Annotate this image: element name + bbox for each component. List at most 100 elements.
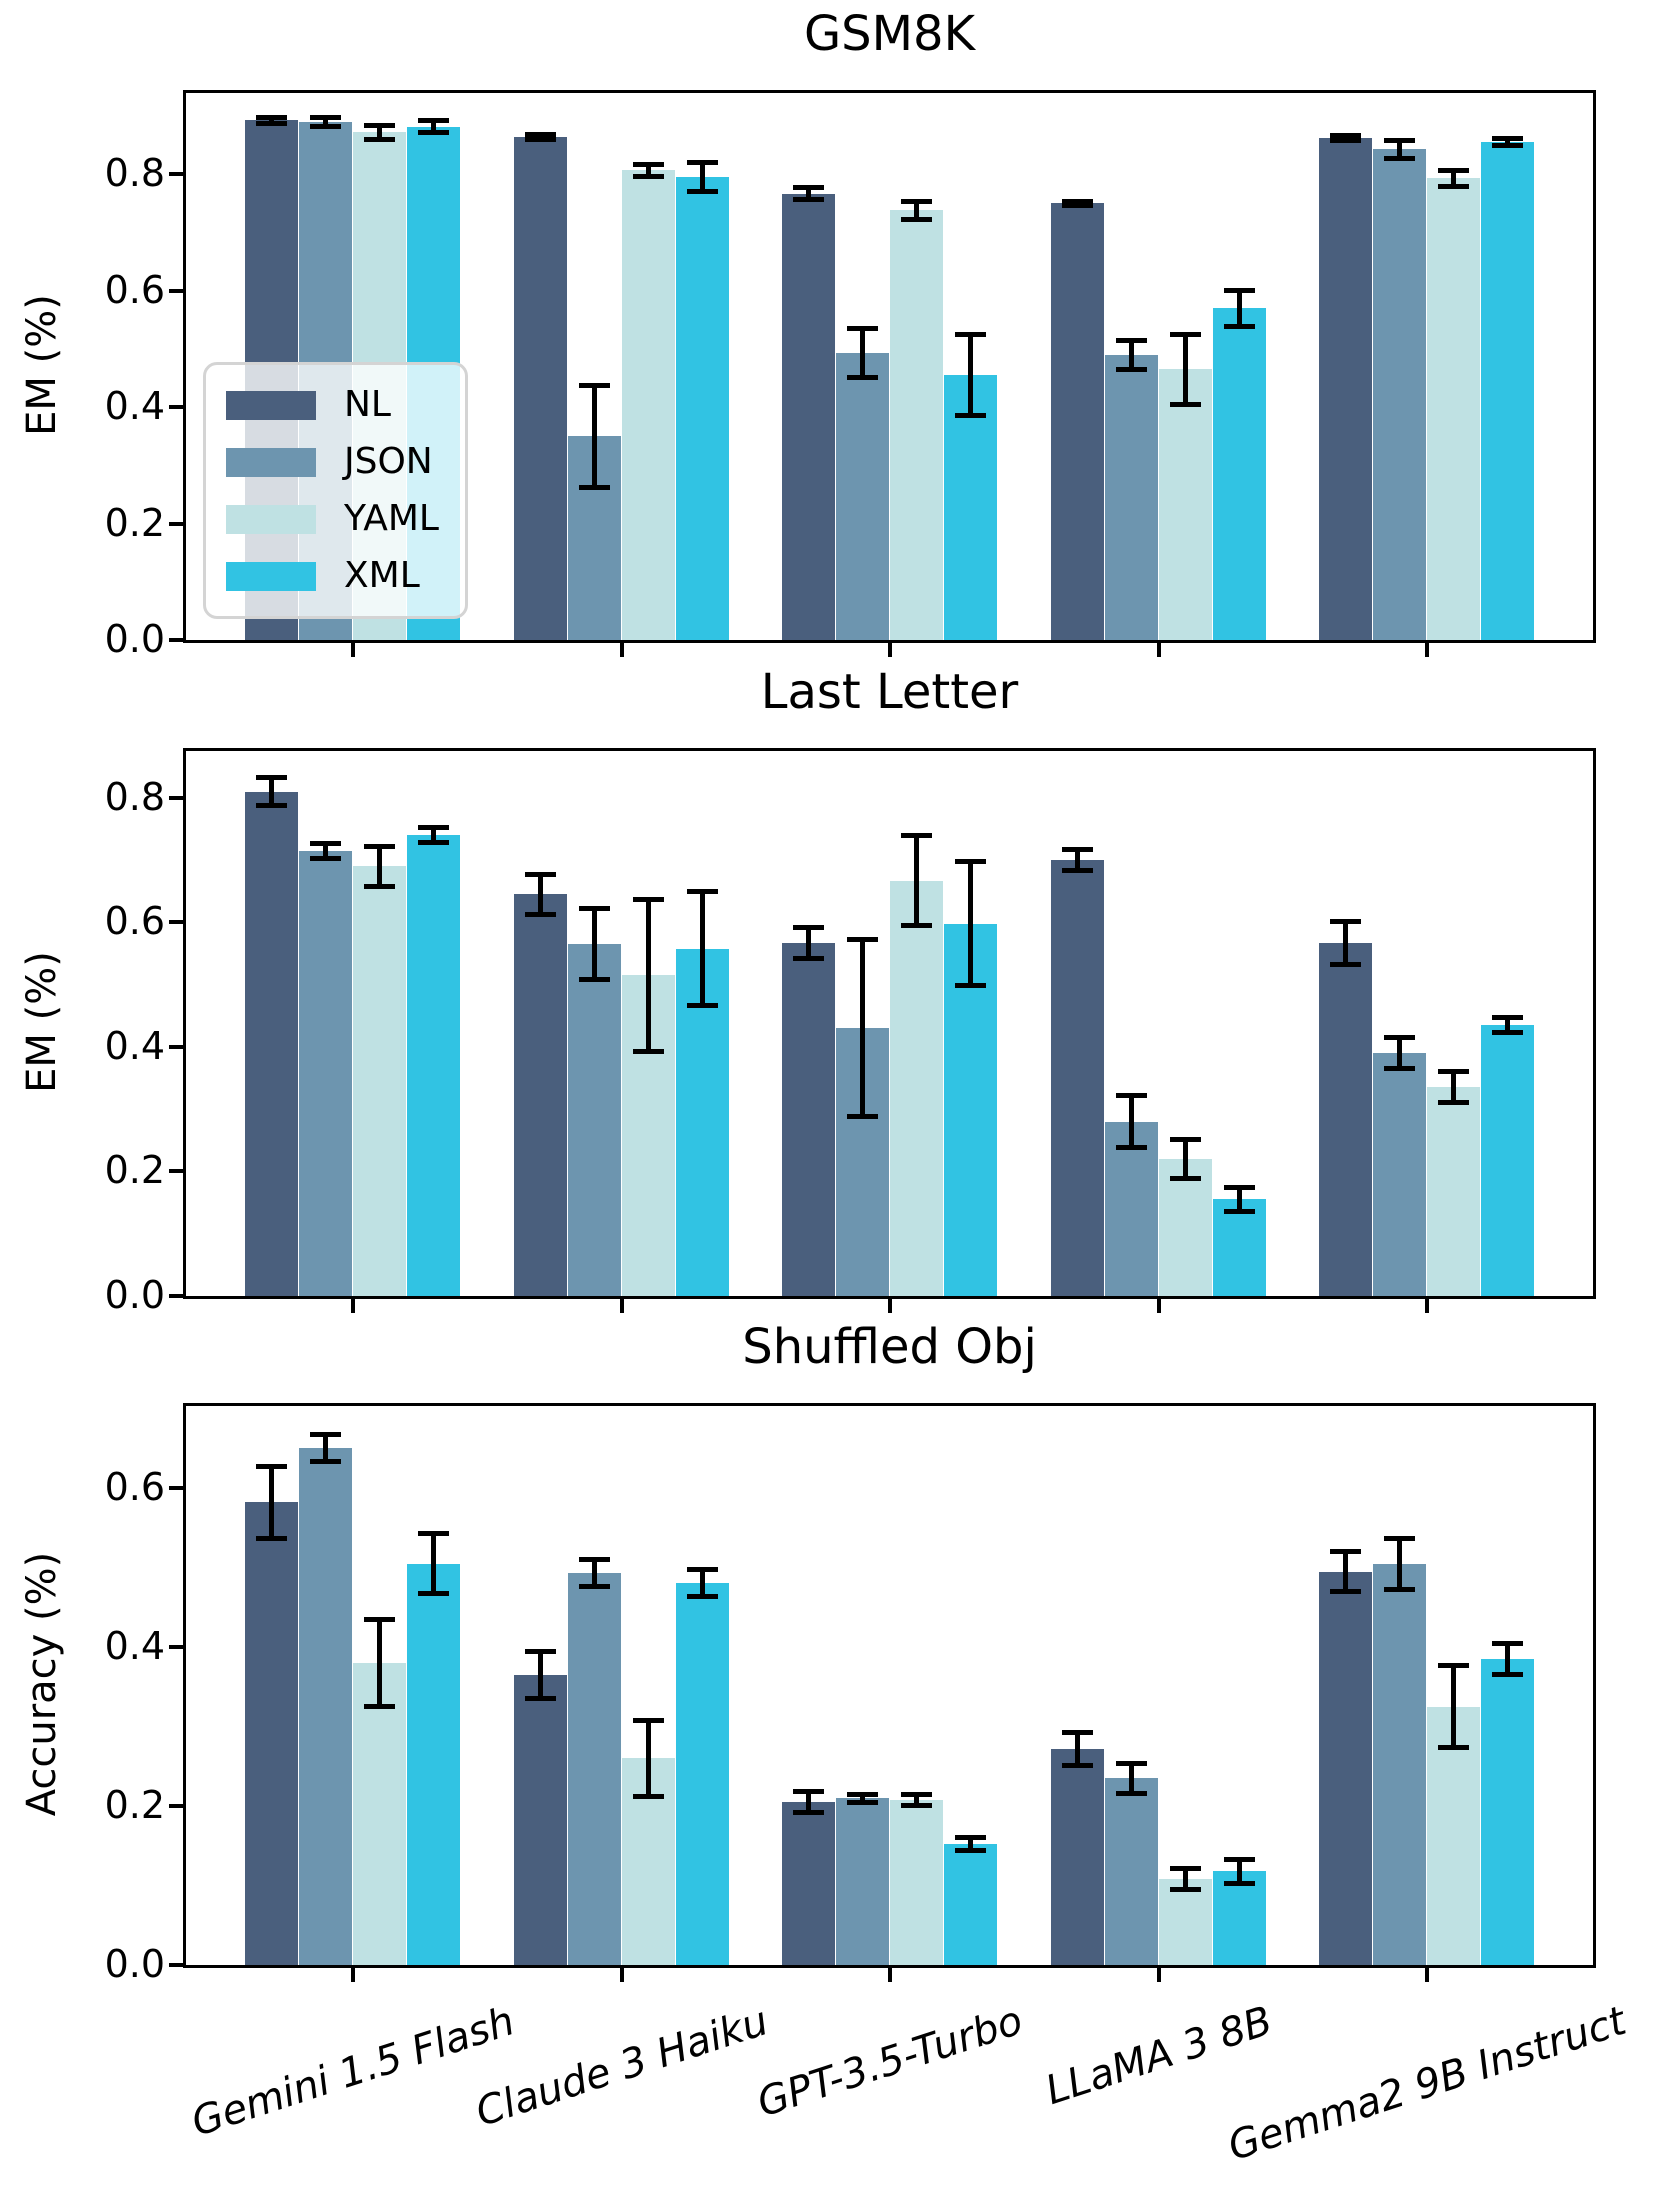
error-bar-cap-bottom <box>364 136 395 142</box>
error-bar-cap-bottom <box>256 120 287 126</box>
error-bar-cap-top <box>364 1616 395 1622</box>
error-bar-cap-top <box>310 114 341 120</box>
bar-xml-2 <box>675 177 729 640</box>
error-bar-cap-top <box>1492 1015 1523 1021</box>
error-bar <box>860 939 865 1117</box>
bar-json-5 <box>1373 1053 1426 1296</box>
error-bar-cap-top <box>1438 1662 1469 1668</box>
error-bar-cap-bottom <box>256 1535 287 1541</box>
x-tick <box>351 643 355 657</box>
legend-row-json: JSON <box>226 438 445 486</box>
error-bar-cap-bottom <box>310 124 341 130</box>
x-tick <box>1425 1968 1429 1982</box>
bar-xml-2 <box>675 1583 729 1965</box>
error-bar-cap-top <box>578 382 610 388</box>
bar-json-3 <box>836 353 889 640</box>
bar-json-5 <box>1373 1563 1426 1965</box>
y-tick <box>169 638 183 642</box>
error-bar-cap-bottom <box>578 1584 610 1590</box>
error-bar <box>377 1619 382 1707</box>
error-bar-cap-top <box>901 1791 932 1797</box>
bar-nl-2 <box>513 894 567 1296</box>
error-bar-cap-top <box>1169 331 1201 337</box>
error-bar <box>377 846 382 887</box>
error-bar-cap-bottom <box>1115 366 1147 372</box>
error-bar <box>699 162 705 192</box>
error-bar <box>1236 1187 1242 1212</box>
error-bar-cap-top <box>364 123 395 128</box>
error-bar-cap-top <box>524 1648 556 1654</box>
error-bar-cap-bottom <box>1384 155 1415 161</box>
error-bar <box>1128 1095 1134 1148</box>
error-bar-cap-bottom <box>1492 143 1523 149</box>
bar-yaml-1 <box>353 866 406 1296</box>
error-bar <box>1343 921 1348 965</box>
x-tick <box>619 1299 624 1313</box>
y-tick-label: 0.2 <box>104 1783 165 1828</box>
x-category-label: GPT-3.5-Turbo <box>751 1997 1029 2127</box>
error-bar-cap-top <box>1115 337 1147 343</box>
error-bar-cap-top <box>901 833 932 839</box>
error-bar-cap-top <box>1330 918 1361 924</box>
error-bar-cap-top <box>524 871 556 877</box>
error-bar <box>537 874 543 915</box>
bar-xml-3 <box>944 375 997 640</box>
error-bar <box>914 1794 919 1806</box>
error-bar <box>1451 1071 1456 1103</box>
bar-yaml-5 <box>1427 178 1480 640</box>
y-tick <box>169 1645 183 1650</box>
error-bar-cap-bottom <box>1223 323 1255 329</box>
error-bar-cap-bottom <box>1438 1745 1469 1751</box>
error-bar-cap-bottom <box>686 1003 718 1009</box>
error-bar <box>269 117 274 124</box>
error-bar <box>1397 1538 1402 1589</box>
error-bar-cap-top <box>1384 138 1415 144</box>
y-tick-label: 0.8 <box>104 151 165 196</box>
y-tick-label: 0.2 <box>104 500 165 545</box>
error-bar <box>269 1466 274 1539</box>
x-category-label: Gemma2 9B Instruct <box>1222 1997 1632 2170</box>
error-bar-cap-bottom <box>1115 1790 1147 1796</box>
bar-xml-1 <box>407 835 460 1296</box>
error-bar-cap-top <box>256 775 287 781</box>
error-bar-cap-top <box>686 160 718 166</box>
error-bar-cap-bottom <box>1438 1100 1469 1106</box>
error-bar <box>323 843 328 859</box>
y-tick <box>169 795 183 800</box>
error-bar-cap-bottom <box>901 1802 932 1808</box>
error-bar-cap-bottom <box>1223 1880 1255 1886</box>
y-tick <box>169 288 183 293</box>
error-bar-cap-top <box>955 858 986 864</box>
error-bar-cap-bottom <box>418 129 449 135</box>
y-tick-label: 0.6 <box>104 267 165 312</box>
y-tick-label: 0.0 <box>104 1273 165 1317</box>
bar-nl-2 <box>513 137 567 640</box>
x-tick <box>619 1968 624 1982</box>
error-bar-cap-top <box>1438 1069 1469 1075</box>
bar-json-4 <box>1104 1121 1158 1296</box>
error-bar-cap-bottom <box>310 855 341 861</box>
error-bar-cap-bottom <box>847 1799 878 1805</box>
y-tick <box>169 521 183 526</box>
y-axis-title-shuffled-obj: Accuracy (%) <box>19 1551 65 1817</box>
y-tick-label: 0.4 <box>104 384 165 429</box>
error-bar-cap-bottom <box>524 1696 556 1702</box>
error-bar-cap-bottom <box>632 173 664 179</box>
legend-row-yaml: YAML <box>226 495 445 543</box>
error-bar-cap-bottom <box>955 413 986 419</box>
x-tick <box>888 1299 892 1313</box>
error-bar <box>1128 1763 1134 1794</box>
error-bar <box>1451 1665 1456 1748</box>
bar-xml-4 <box>1212 1199 1266 1296</box>
error-bar-cap-bottom <box>578 485 610 490</box>
error-bar-cap-top <box>1061 1729 1093 1735</box>
bar-xml-1 <box>407 1563 460 1965</box>
chart-title-last-letter: Last Letter <box>760 664 1019 720</box>
chart-title-gsm8k: GSM8K <box>803 6 976 62</box>
error-bar <box>968 334 973 416</box>
error-bar <box>1074 849 1080 871</box>
error-bar-cap-bottom <box>524 136 556 142</box>
error-bar <box>1182 1868 1188 1890</box>
error-bar-cap-top <box>310 840 341 846</box>
